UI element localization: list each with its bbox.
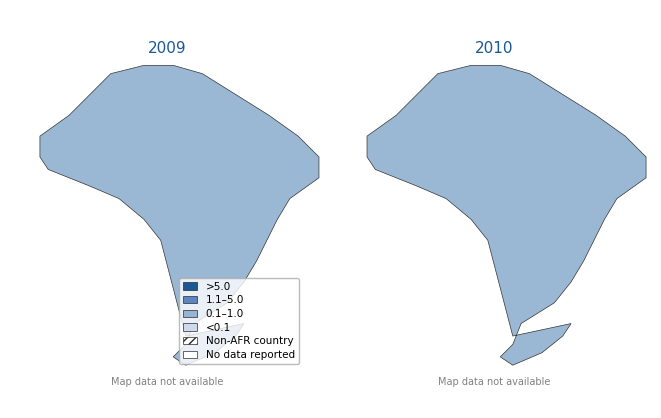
Title: 2010: 2010 <box>475 41 514 56</box>
Polygon shape <box>367 65 646 365</box>
Title: 2009: 2009 <box>147 41 186 56</box>
Text: Map data not available: Map data not available <box>438 377 550 387</box>
Text: Map data not available: Map data not available <box>111 377 223 387</box>
Legend: >5.0, 1.1–5.0, 0.1–1.0, <0.1, Non-AFR country, No data reported: >5.0, 1.1–5.0, 0.1–1.0, <0.1, Non-AFR co… <box>178 278 299 364</box>
Polygon shape <box>40 65 319 365</box>
